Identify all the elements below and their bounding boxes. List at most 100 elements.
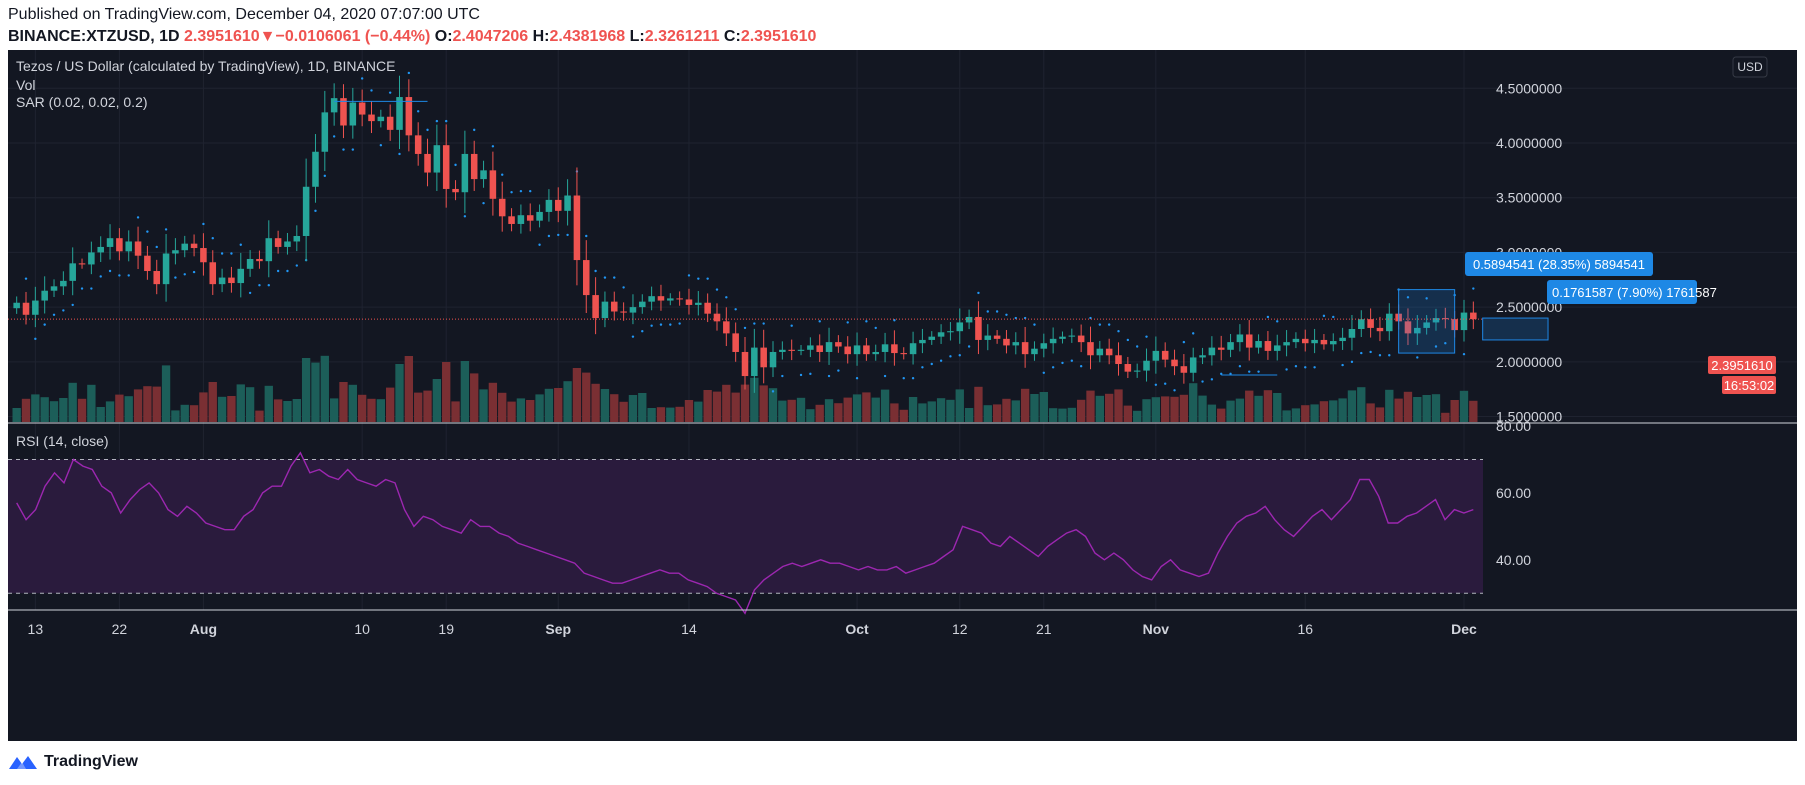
volume-bar — [59, 398, 68, 422]
volume-bar — [77, 398, 87, 422]
candle-body — [1283, 342, 1290, 346]
candle-body — [1442, 318, 1449, 320]
sar-dot — [118, 274, 121, 277]
candle-body — [358, 102, 366, 115]
axes: 4.50000004.00000003.50000003.00000002.50… — [8, 80, 1797, 637]
measure-label-2[interactable]: 0.1761587 (7.90%) 1761587 — [1547, 280, 1717, 304]
volume-bar — [1151, 397, 1161, 422]
candle-body — [1049, 338, 1057, 344]
sar-dot — [1126, 338, 1130, 342]
candle-body — [312, 151, 319, 187]
sar-dot — [883, 374, 887, 378]
volume-bar — [339, 382, 348, 422]
volume-bar — [582, 372, 591, 422]
candle-body — [1059, 336, 1066, 339]
sar-dot — [1117, 329, 1120, 333]
volume-bar — [731, 392, 740, 422]
sar-dot — [734, 308, 737, 311]
tradingview-logo-icon — [9, 756, 37, 769]
volume-bar — [1170, 396, 1179, 422]
sar-dot — [697, 277, 700, 280]
candle-body — [1470, 312, 1477, 320]
x-tick-label: Nov — [1143, 621, 1170, 637]
sar-dot — [1406, 296, 1410, 299]
volume-bar — [414, 392, 423, 422]
sar-dot — [360, 77, 364, 80]
volume-bar — [451, 401, 460, 422]
sar-dot — [827, 374, 831, 378]
candle-body — [620, 311, 627, 313]
candle-body — [1217, 347, 1225, 350]
sar-dot — [650, 324, 653, 327]
sar-dot — [370, 89, 373, 92]
sar-dot — [837, 369, 840, 372]
candle-body — [1432, 318, 1440, 323]
sar-dot — [911, 377, 915, 380]
candle-body — [1423, 322, 1430, 328]
sar-dot — [1070, 359, 1074, 362]
volume-bar — [684, 400, 694, 422]
volume-bar — [1189, 383, 1198, 422]
volume-bar — [1347, 390, 1357, 422]
y-tick-label: 3.5000000 — [1496, 190, 1562, 206]
volume-bar — [712, 391, 722, 422]
volume-bar — [40, 397, 49, 422]
volume-bar — [1403, 391, 1413, 422]
candle-body — [536, 211, 543, 221]
volume-bar — [544, 388, 554, 422]
volume-bar — [516, 398, 526, 422]
sar-dot — [146, 230, 149, 233]
candle-body — [853, 345, 861, 355]
volume-bar — [638, 393, 647, 422]
volume-bar — [703, 390, 712, 422]
candle-body — [685, 299, 693, 305]
candle-body — [340, 98, 347, 126]
tradingview-logo[interactable]: TradingView — [8, 748, 138, 776]
volume-bar — [1058, 408, 1067, 422]
candle-body — [470, 153, 478, 180]
volume-bar — [992, 404, 1002, 422]
currency-button[interactable]: USD — [1732, 56, 1768, 78]
candle-body — [237, 268, 245, 284]
candle-body — [498, 198, 506, 217]
candle-body — [162, 253, 170, 285]
vol-legend: Vol — [16, 77, 35, 93]
candle-body — [461, 153, 469, 193]
sar-dot — [1210, 378, 1214, 381]
candle-body — [32, 300, 39, 315]
candle-body — [190, 243, 198, 249]
x-tick-label: 14 — [681, 621, 697, 637]
volume-bar — [49, 401, 59, 422]
currency-button-label: USD — [1737, 60, 1763, 74]
candle-body — [872, 351, 879, 355]
volume-bar — [1142, 399, 1151, 422]
sar-dot — [43, 323, 46, 326]
volume-bar — [964, 408, 974, 422]
sar-dot — [1182, 340, 1186, 344]
volume-bar — [740, 384, 750, 422]
sar-dot — [332, 135, 336, 138]
sar-dot — [1257, 370, 1260, 373]
candle-body — [386, 116, 394, 130]
sar-dot — [781, 374, 784, 378]
sar-dot — [1201, 380, 1204, 383]
sar-dot — [585, 234, 588, 238]
sar-dot — [594, 269, 597, 273]
volume-bar — [442, 362, 451, 422]
sar-dot — [1079, 365, 1083, 368]
sar-dot — [1051, 366, 1055, 369]
candle-body — [741, 351, 749, 377]
volume-bar — [666, 407, 675, 422]
chart-canvas[interactable]: 4.50000004.00000003.50000003.00000002.50… — [8, 50, 1797, 741]
measure-label-1[interactable]: 0.5894541 (28.35%) 5894541 — [1465, 252, 1653, 276]
candle-body — [639, 301, 646, 308]
volume-bar — [283, 401, 292, 422]
candle-body — [1105, 348, 1113, 356]
candle-body — [900, 353, 908, 355]
volume-bar — [778, 400, 787, 422]
volume-bar — [554, 388, 563, 422]
volume-bar — [591, 383, 600, 422]
candle-body — [1245, 334, 1253, 348]
candle-body — [1236, 334, 1244, 343]
candle-body — [69, 263, 76, 281]
